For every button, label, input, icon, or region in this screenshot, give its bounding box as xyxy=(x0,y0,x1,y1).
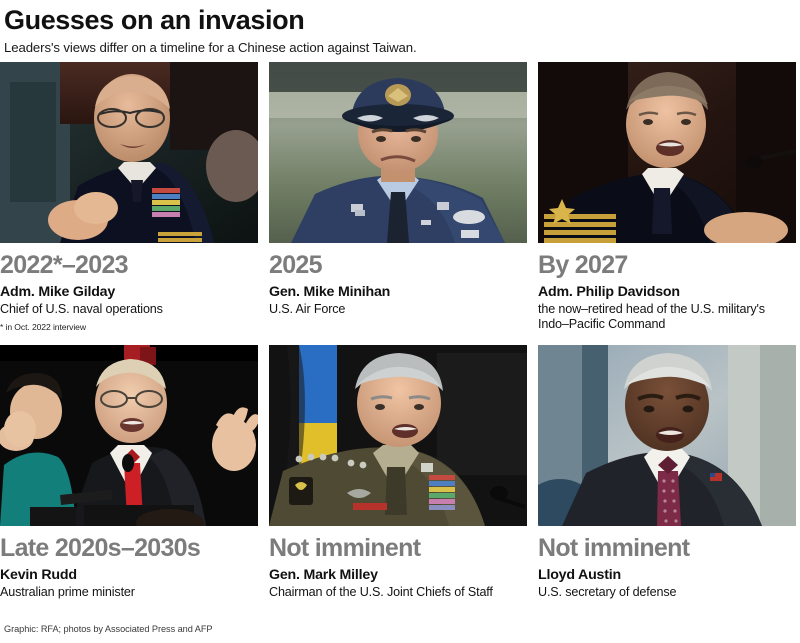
panel-row-2: Late 2020s–2030s Kevin Rudd Australian p… xyxy=(0,345,800,600)
gen-mike-minihan-photo xyxy=(269,62,527,243)
panel-person-name: Gen. Mike Minihan xyxy=(269,284,391,301)
panel-person-role: Chairman of the U.S. Joint Chiefs of Sta… xyxy=(269,584,493,599)
panel-headline: Late 2020s–2030s xyxy=(0,534,201,562)
panel-person-name: Gen. Mark Milley xyxy=(269,567,378,584)
caption: 2025 Gen. Mike Minihan U.S. Air Force xyxy=(269,243,527,317)
panel-headline: 2025 xyxy=(269,251,323,279)
page-title: Guesses on an invasion xyxy=(4,5,305,35)
panel-person-role: Australian prime minister xyxy=(0,584,135,599)
page-subtitle: Leaders's views differ on a timeline for… xyxy=(4,40,417,56)
panel-kevin-rudd: Late 2020s–2030s Kevin Rudd Australian p… xyxy=(0,345,258,600)
panel-person-role: Chief of U.S. naval operations xyxy=(0,301,163,316)
panel-person-role: U.S. secretary of defense xyxy=(538,584,677,599)
panel-person-role: U.S. Air Force xyxy=(269,301,346,316)
caption: Not imminent Gen. Mark Milley Chairman o… xyxy=(269,526,527,600)
lloyd-austin-photo xyxy=(538,345,796,526)
caption: By 2027 Adm. Philip Davidson the now–ret… xyxy=(538,243,796,332)
gen-mark-milley-photo xyxy=(269,345,527,526)
panel-adm-mike-gilday: 2022*–2023 Adm. Mike Gilday Chief of U.S… xyxy=(0,62,258,332)
caption: Not imminent Lloyd Austin U.S. secretary… xyxy=(538,526,796,600)
adm-philip-davidson-photo xyxy=(538,62,796,243)
caption: Late 2020s–2030s Kevin Rudd Australian p… xyxy=(0,526,258,600)
panel-adm-philip-davidson: By 2027 Adm. Philip Davidson the now–ret… xyxy=(538,62,796,332)
panel-headline: By 2027 xyxy=(538,251,628,279)
panel-lloyd-austin: Not imminent Lloyd Austin U.S. secretary… xyxy=(538,345,796,600)
panel-person-name: Lloyd Austin xyxy=(538,567,621,584)
kevin-rudd-photo xyxy=(0,345,258,526)
source-credit: Graphic: RFA; photos by Associated Press… xyxy=(4,624,213,634)
panel-person-name: Adm. Mike Gilday xyxy=(0,284,116,301)
panel-gen-mike-minihan: 2025 Gen. Mike Minihan U.S. Air Force xyxy=(269,62,527,332)
panel-footnote: * in Oct. 2022 interview xyxy=(0,321,86,332)
panel-headline: Not imminent xyxy=(538,534,690,562)
adm-mike-gilday-photo xyxy=(0,62,258,243)
panel-gen-mark-milley: Not imminent Gen. Mark Milley Chairman o… xyxy=(269,345,527,600)
panel-headline: Not imminent xyxy=(269,534,421,562)
panel-person-role: the now–retired head of the U.S. militar… xyxy=(538,301,765,331)
panel-person-name: Kevin Rudd xyxy=(0,567,77,584)
panel-row-1: 2022*–2023 Adm. Mike Gilday Chief of U.S… xyxy=(0,62,800,332)
panel-headline: 2022*–2023 xyxy=(0,251,129,279)
panel-person-name: Adm. Philip Davidson xyxy=(538,284,680,301)
header: Guesses on an invasion Leaders's views d… xyxy=(0,0,800,56)
caption: 2022*–2023 Adm. Mike Gilday Chief of U.S… xyxy=(0,243,258,332)
